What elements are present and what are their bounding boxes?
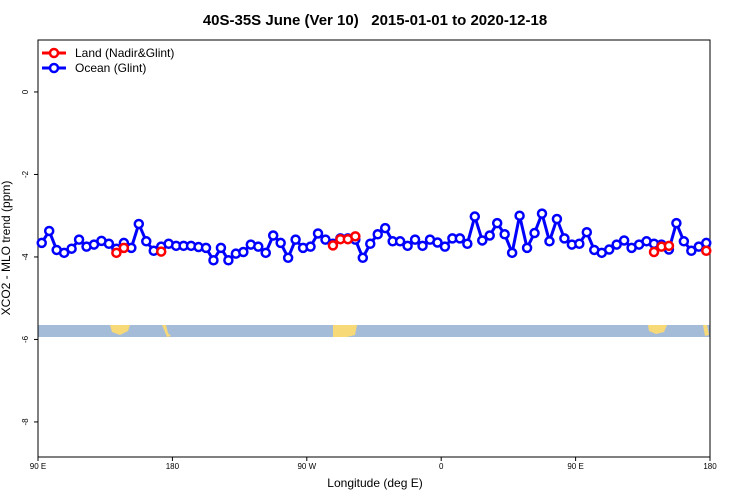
- point: [267, 230, 279, 241]
- point: [402, 240, 413, 252]
- point: [73, 234, 85, 245]
- point: [141, 236, 152, 247]
- point: [260, 247, 271, 259]
- point: [253, 241, 264, 252]
- point: [432, 237, 443, 248]
- point: [439, 241, 451, 252]
- point: [484, 230, 495, 241]
- landmass: [162, 325, 171, 337]
- landmass: [703, 325, 709, 336]
- point: [581, 226, 593, 238]
- point: [417, 240, 428, 252]
- point: [238, 246, 249, 258]
- point: [320, 234, 331, 245]
- point: [462, 238, 473, 250]
- point: [118, 242, 130, 254]
- point: [103, 238, 115, 250]
- point: [66, 243, 77, 254]
- x-tick-label: 180: [703, 462, 717, 471]
- x-tick-label: 90 E: [30, 462, 46, 471]
- legend-label: Land (Nadir&Glint): [75, 46, 174, 60]
- point: [155, 246, 167, 257]
- point: [551, 213, 563, 225]
- point: [477, 235, 488, 246]
- point: [312, 228, 324, 239]
- series: [111, 231, 712, 259]
- y-axis-label: XCO2 - MLO trend (ppm): [0, 181, 13, 316]
- landmass: [333, 325, 357, 337]
- chart-title: 40S-35S June (Ver 10) 2015-01-01 to 2020…: [203, 12, 547, 29]
- y-tick-label: -6: [21, 335, 30, 343]
- point: [133, 218, 145, 230]
- ocean-band: [38, 325, 710, 337]
- point: [372, 229, 383, 240]
- y-tick-label: -2: [21, 170, 30, 178]
- point: [379, 222, 391, 234]
- point: [305, 241, 316, 252]
- point: [290, 234, 301, 245]
- x-tick-label: 90 W: [297, 462, 316, 471]
- point: [327, 240, 339, 251]
- legend-marker: [48, 62, 60, 74]
- point: [454, 233, 466, 244]
- point: [350, 231, 361, 242]
- point: [521, 242, 533, 254]
- point: [603, 244, 615, 255]
- landmass: [648, 325, 667, 334]
- point: [499, 229, 510, 240]
- legend-marker: [48, 47, 60, 59]
- legend-label: Ocean (Glint): [75, 61, 146, 75]
- x-tick-label: 180: [166, 462, 180, 471]
- point: [611, 239, 622, 250]
- point: [111, 247, 122, 259]
- y-tick-label: 0: [21, 89, 30, 94]
- point: [409, 234, 421, 245]
- y-tick-label: -4: [21, 253, 30, 261]
- point: [574, 238, 585, 250]
- point: [357, 252, 369, 264]
- point: [43, 225, 55, 237]
- point: [529, 227, 540, 239]
- point: [469, 211, 481, 222]
- point: [671, 217, 682, 229]
- point: [282, 252, 294, 264]
- series: [36, 208, 712, 266]
- point: [36, 237, 47, 249]
- landmass: [110, 325, 130, 335]
- x-tick-label: 0: [439, 462, 444, 471]
- legend: Land (Nadir&Glint)Ocean (Glint): [42, 46, 174, 75]
- point: [506, 247, 518, 259]
- y-tick-label: -8: [21, 418, 30, 426]
- point: [514, 210, 525, 221]
- point: [618, 235, 630, 246]
- land-mask: [38, 325, 710, 337]
- point: [544, 236, 555, 247]
- point: [678, 236, 690, 247]
- point: [394, 236, 406, 247]
- point: [536, 208, 548, 219]
- point: [491, 217, 503, 229]
- point: [686, 245, 697, 257]
- point: [559, 233, 570, 244]
- point: [223, 255, 234, 266]
- point: [275, 237, 286, 249]
- point: [200, 242, 212, 254]
- point: [701, 245, 712, 257]
- x-axis-label: Longitude (deg E): [327, 476, 422, 490]
- point: [215, 242, 227, 254]
- point: [208, 255, 219, 266]
- point: [663, 240, 675, 252]
- point: [648, 246, 660, 258]
- point: [365, 238, 376, 250]
- x-tick-label: 90 E: [567, 462, 583, 471]
- point: [58, 247, 70, 259]
